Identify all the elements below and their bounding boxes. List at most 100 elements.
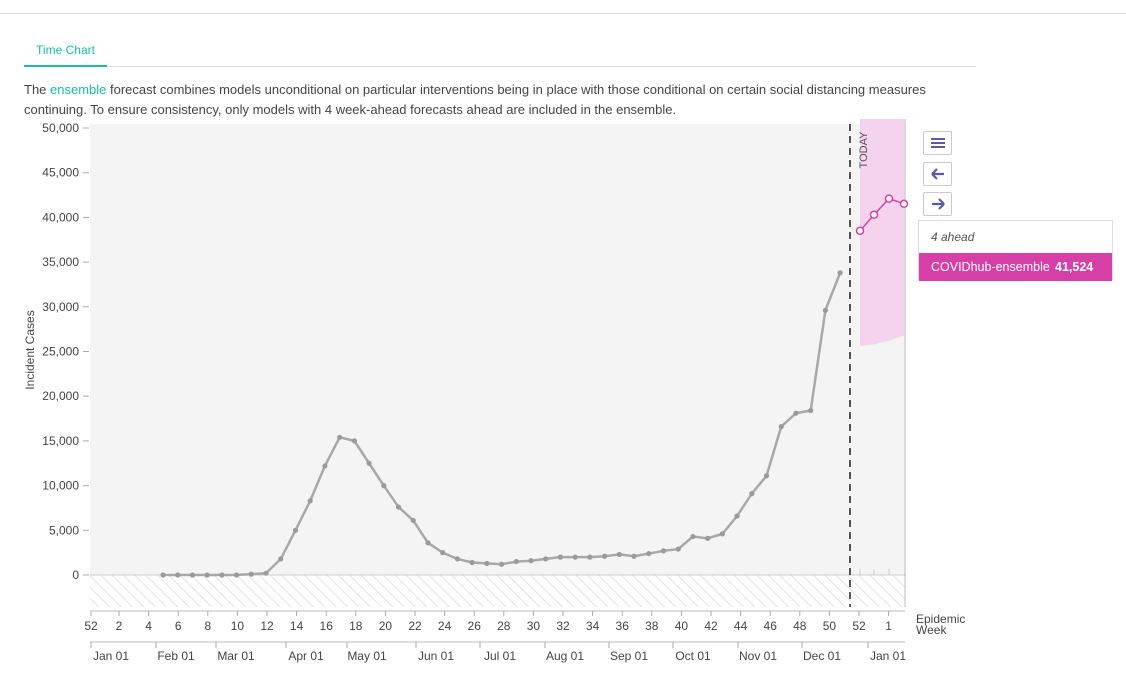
y-tick-label: 15,000 <box>42 434 79 448</box>
actual-point <box>749 491 755 497</box>
month-tick-label: Nov 01 <box>739 649 777 663</box>
today-label: TODAY <box>858 131 870 169</box>
week-tick-label: 50 <box>823 619 837 633</box>
actual-point <box>778 423 784 430</box>
actual-point <box>366 460 372 466</box>
actual-point <box>381 483 387 489</box>
week-tick-label: 32 <box>556 619 570 633</box>
y-tick-label: 10,000 <box>42 479 79 493</box>
y-tick-label: 45,000 <box>42 166 79 180</box>
menu-button[interactable] <box>923 131 952 155</box>
y-tick-label: 50,000 <box>42 121 79 135</box>
y-tick-label: 30,000 <box>42 300 79 314</box>
actual-point <box>793 410 799 416</box>
actual-point <box>322 463 328 469</box>
actual-point <box>307 498 313 504</box>
actual-point <box>278 556 284 562</box>
month-tick-label: Jun 01 <box>418 649 454 663</box>
forecast-interval-band <box>860 119 904 347</box>
actual-point <box>705 535 711 541</box>
actual-point <box>395 504 402 510</box>
week-tick-label: 52 <box>852 619 866 633</box>
menu-icon <box>931 138 945 148</box>
plot-background <box>90 124 905 575</box>
week-tick-label: 34 <box>586 619 600 633</box>
forecast-point <box>899 199 909 209</box>
actual-point <box>189 572 196 578</box>
week-tick-label: 12 <box>260 619 274 633</box>
actual-point <box>616 551 622 558</box>
chart-description: The ensemble forecast combines models un… <box>24 80 984 120</box>
actual-point <box>690 533 696 540</box>
week-tick-label: 26 <box>468 619 482 633</box>
tab-bar: Time Chart <box>24 38 976 67</box>
week-tick-label: 46 <box>764 619 778 633</box>
week-tick-label: 24 <box>438 619 452 633</box>
actual-point <box>160 572 166 578</box>
month-tick-label: Oct 01 <box>675 649 711 663</box>
actual-point <box>513 558 519 565</box>
actual-point <box>602 553 608 559</box>
actual-point <box>454 556 460 562</box>
tooltip-series-value: 41,524 <box>1055 260 1094 274</box>
actual-point <box>660 548 667 554</box>
week-tick-label: 52 <box>84 619 98 633</box>
actual-point <box>498 561 505 567</box>
actual-point <box>543 556 549 562</box>
week-tick-label: 22 <box>408 619 422 633</box>
actual-point <box>557 554 564 560</box>
arrow-left-icon <box>931 168 944 180</box>
actual-point <box>469 559 475 566</box>
ensemble-link[interactable]: ensemble <box>50 82 107 97</box>
actual-point <box>248 571 254 577</box>
week-tick-label: 6 <box>175 619 182 633</box>
actual-point <box>219 572 225 578</box>
arrow-right-icon <box>932 198 945 210</box>
x-axis-label-line2: Week <box>916 623 947 637</box>
previous-button[interactable] <box>923 162 952 186</box>
y-tick-label: 40,000 <box>42 210 79 224</box>
month-tick-label: Mar 01 <box>217 649 255 663</box>
tooltip-series-row: COVIDhub-ensemble 41,524 <box>919 253 1112 281</box>
month-tick-label: Aug 01 <box>546 649 584 663</box>
month-tick-label: Jul 01 <box>484 649 516 663</box>
actual-point <box>175 572 181 578</box>
actual-point <box>587 554 593 560</box>
week-tick-label: 18 <box>349 619 363 633</box>
actual-point <box>631 553 637 559</box>
actual-point <box>572 554 578 560</box>
actual-point <box>337 434 343 440</box>
actual-point <box>263 570 269 576</box>
y-tick-label: 35,000 <box>42 255 79 269</box>
next-button[interactable] <box>923 192 952 216</box>
description-rest: forecast combines models unconditional o… <box>24 82 926 117</box>
month-tick-label: Jan 01 <box>870 649 906 663</box>
x-axis-label-line1: Epidemic <box>916 612 965 626</box>
y-tick-label: 25,000 <box>42 345 79 359</box>
month-tick-label: Feb 01 <box>157 649 195 663</box>
negative-region <box>90 575 905 607</box>
actual-point <box>734 513 740 519</box>
week-tick-label: 44 <box>734 619 748 633</box>
actual-point <box>410 517 416 524</box>
week-tick-label: 10 <box>231 619 245 633</box>
tooltip-title: 4 ahead <box>931 230 975 244</box>
week-tick-label: 38 <box>645 619 659 633</box>
actual-point <box>234 572 240 578</box>
week-tick-label: 1 <box>885 619 892 633</box>
actual-point <box>808 407 814 414</box>
week-tick-label: 14 <box>290 619 304 633</box>
actual-point <box>719 531 725 537</box>
month-tick-label: May 01 <box>347 649 387 663</box>
actual-point <box>292 527 299 533</box>
y-tick-label: 20,000 <box>42 389 79 403</box>
actual-point <box>484 560 490 566</box>
week-tick-label: 2 <box>116 619 123 633</box>
forecast-point <box>884 194 894 203</box>
month-tick-label: Sep 01 <box>610 649 648 663</box>
y-tick-label: 5,000 <box>49 523 79 537</box>
actual-point <box>528 558 534 564</box>
tab-time-chart[interactable]: Time Chart <box>24 38 107 67</box>
month-tick-label: Apr 01 <box>288 649 324 663</box>
